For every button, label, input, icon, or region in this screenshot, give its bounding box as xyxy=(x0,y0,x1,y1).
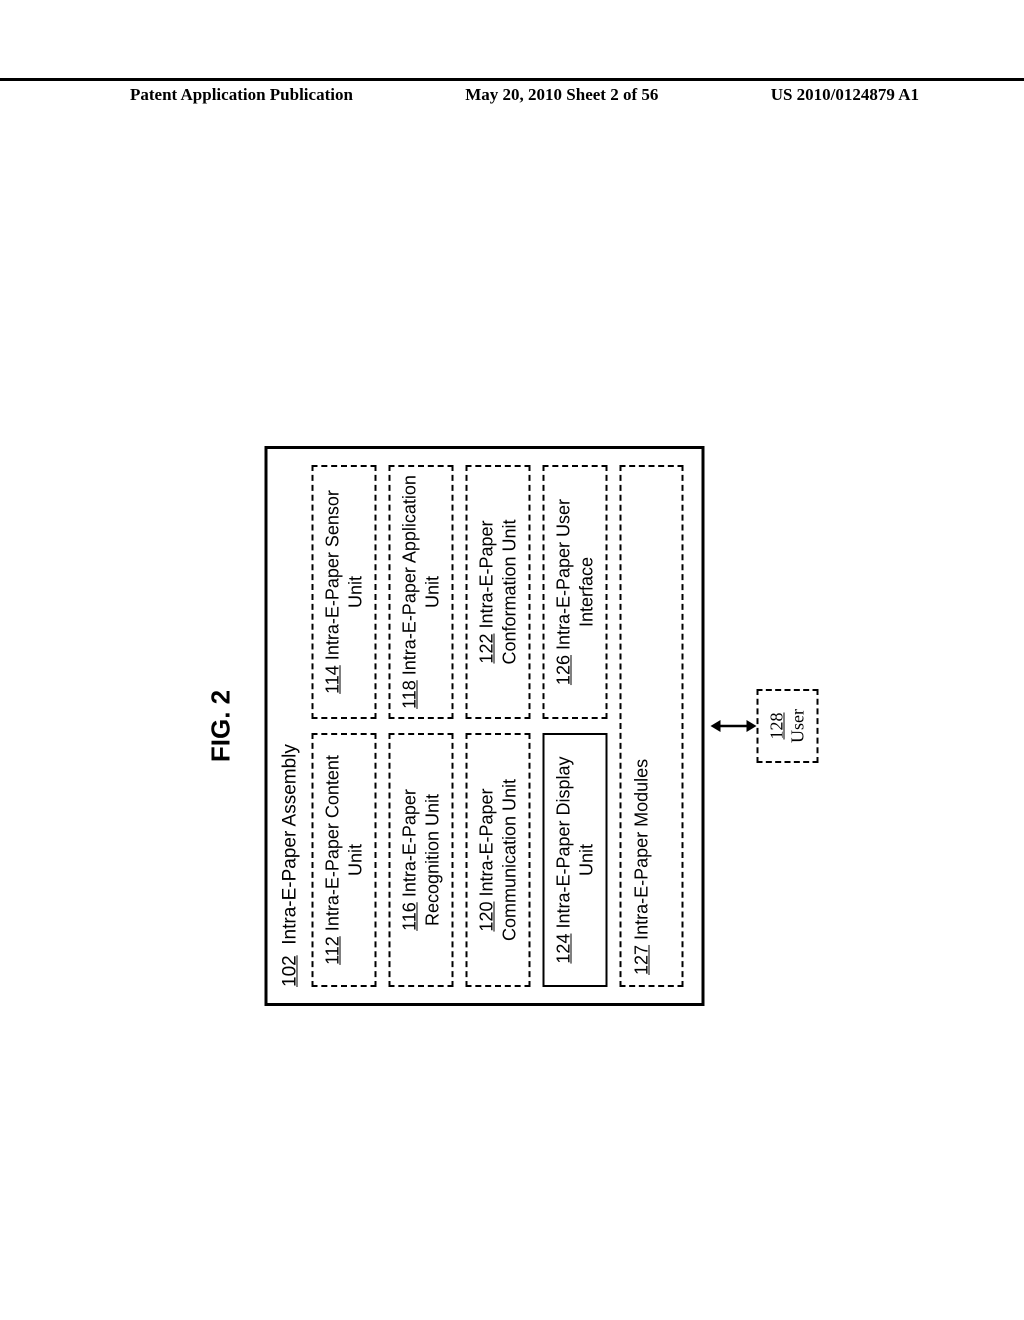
figure-label: FIG. 2 xyxy=(206,446,237,1006)
unit-name: Intra-E-Paper Content Unit xyxy=(323,755,366,931)
unit-name: Intra-E-Paper Application Unit xyxy=(400,475,443,675)
unit-name: Intra-E-Paper Display Unit xyxy=(554,756,597,928)
unit-display: 124 Intra-E-Paper Display Unit xyxy=(543,733,608,987)
unit-ref: 122 xyxy=(477,634,497,664)
unit-application: 118 Intra-E-Paper Application Unit xyxy=(389,465,454,719)
unit-user-interface: 126 Intra-E-Paper User Interface xyxy=(543,465,608,719)
user-name: User xyxy=(788,709,808,743)
unit-name: Intra-E-Paper User Interface xyxy=(554,499,597,650)
figure-area: FIG. 2 102 Intra-E-Paper Assembly 112 In… xyxy=(206,446,819,1006)
unit-ref: 112 xyxy=(323,936,343,965)
modules-ref: 127 xyxy=(632,945,652,975)
modules-name: Intra-E-Paper Modules xyxy=(632,759,652,940)
header-center: May 20, 2010 Sheet 2 of 56 xyxy=(465,85,658,105)
unit-ref: 116 xyxy=(400,902,420,931)
assembly-name: Intra-E-Paper Assembly xyxy=(280,744,301,945)
unit-ref: 118 xyxy=(400,680,420,709)
unit-sensor: 114 Intra-E-Paper Sensor Unit xyxy=(312,465,377,719)
assembly-title: 102 Intra-E-Paper Assembly xyxy=(280,465,302,987)
unit-ref: 114 xyxy=(323,665,343,694)
bidirectional-arrow-icon xyxy=(711,715,757,737)
page-header: Patent Application Publication May 20, 2… xyxy=(0,78,1024,105)
user-box: 128 User xyxy=(757,689,819,763)
unit-ref: 126 xyxy=(554,655,574,685)
unit-conformation: 122 Intra-E-Paper Conformation Unit xyxy=(466,465,531,719)
modules-box: 127 Intra-E-Paper Modules xyxy=(620,465,684,987)
unit-communication: 120 Intra-E-Paper Communication Unit xyxy=(466,733,531,987)
assembly-box: 102 Intra-E-Paper Assembly 112 Intra-E-P… xyxy=(265,446,705,1006)
unit-name: Intra-E-Paper Sensor Unit xyxy=(323,490,366,660)
unit-ref: 124 xyxy=(554,934,574,964)
user-ref: 128 xyxy=(767,713,787,740)
unit-ref: 120 xyxy=(477,902,497,932)
unit-content: 112 Intra-E-Paper Content Unit xyxy=(312,733,377,987)
unit-recognition: 116 Intra-E-Paper Recognition Unit xyxy=(389,733,454,987)
assembly-ref: 102 xyxy=(280,955,301,987)
unit-grid: 112 Intra-E-Paper Content Unit 114 Intra… xyxy=(312,465,608,987)
header-right: US 2010/0124879 A1 xyxy=(771,85,919,105)
header-left: Patent Application Publication xyxy=(130,85,353,105)
user-connector: 128 User xyxy=(711,446,819,1006)
